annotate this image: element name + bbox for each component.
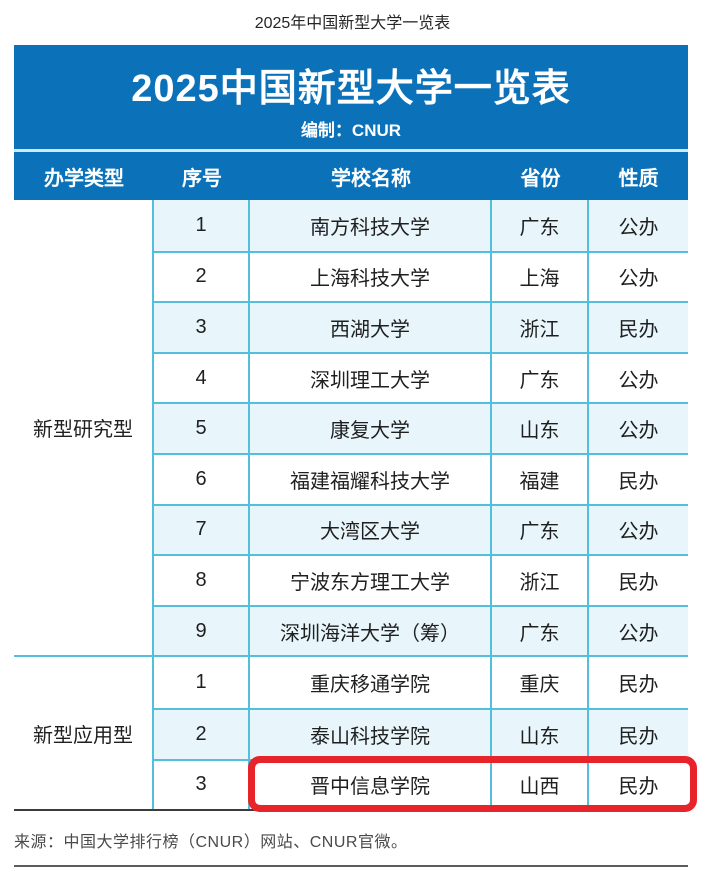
cell-school-name: 重庆移通学院 [250,657,492,708]
cell-seq: 2 [154,709,250,759]
column-header-seq: 序号 [182,167,222,190]
cell-seq: 1 [154,657,250,708]
table-row: 2 上海科技大学 上海 公办 [154,250,688,302]
column-header-province: 省份 [520,167,561,190]
cell-province: 山西 [492,760,589,810]
section-rows: 1 南方科技大学 广东 公办 2 上海科技大学 上海 公办 3 西湖大学 浙江 … [154,200,688,656]
cell-province: 山东 [492,709,589,759]
table-row: 6 福建福耀科技大学 福建 民办 [154,452,688,504]
table-row-highlighted: 3 晋中信息学院 山西 民办 [154,758,688,810]
cell-school-name: 晋中信息学院 [250,760,492,810]
cell-seq: 3 [154,760,250,810]
cell-seq: 7 [154,505,250,555]
cell-nature: 公办 [618,216,659,239]
cell-nature: 公办 [618,420,659,443]
cell-school-name: 泰山科技学院 [250,709,492,759]
cell-province: 重庆 [492,657,589,708]
cell-province: 广东 [492,200,589,251]
table-row: 5 康复大学 山东 公办 [154,402,688,453]
cell-province: 广东 [492,606,589,656]
cell-province: 浙江 [492,303,589,352]
cell-nature: 公办 [618,268,659,291]
section-type-label: 新型研究型 [14,200,154,656]
table-row: 1 南方科技大学 广东 公办 [154,200,688,251]
cell-nature: 公办 [618,622,659,645]
cell-nature: 公办 [618,369,659,392]
cell-school-name: 福建福耀科技大学 [250,454,492,504]
cell-seq: 9 [154,606,250,656]
cell-province: 浙江 [492,556,589,605]
section-research: 新型研究型 1 南方科技大学 广东 公办 2 上海科技大学 上海 公办 3 西湖… [14,200,688,658]
table-banner: 2025中国新型大学一览表 编制：CNUR [14,45,688,152]
cell-seq: 3 [154,303,250,352]
cell-nature: 民办 [618,318,659,341]
cell-province: 福建 [492,454,589,504]
table-row: 3 西湖大学 浙江 民办 [154,301,688,352]
section-type-label: 新型应用型 [14,657,154,810]
table-row: 4 深圳理工大学 广东 公办 [154,351,688,403]
cell-seq: 4 [154,353,250,403]
cell-school-name: 西湖大学 [250,303,492,352]
cell-seq: 2 [154,252,250,302]
cell-seq: 5 [154,404,250,453]
cell-nature: 民办 [618,674,659,697]
cell-province: 广东 [492,353,589,403]
source-note: 来源：中国大学排行榜（CNUR）网站、CNUR官微。 [14,834,408,852]
cell-school-name: 宁波东方理工大学 [250,556,492,605]
section-applied: 新型应用型 1 重庆移通学院 重庆 民办 2 泰山科技学院 山东 民办 3 晋中… [14,657,688,810]
page-bottom-divider [14,865,688,868]
cell-seq: 8 [154,556,250,605]
cell-school-name: 大湾区大学 [250,505,492,555]
cell-school-name: 南方科技大学 [250,200,492,251]
cell-nature: 民办 [618,725,659,748]
cell-nature: 公办 [618,521,659,544]
table-bottom-divider [14,809,688,812]
table-row: 2 泰山科技学院 山东 民办 [154,707,688,759]
cell-nature: 民办 [618,776,659,799]
column-header-nature: 性质 [618,167,659,190]
section-rows: 1 重庆移通学院 重庆 民办 2 泰山科技学院 山东 民办 3 晋中信息学院 山… [154,657,688,810]
table-row: 8 宁波东方理工大学 浙江 民办 [154,554,688,605]
table-row: 1 重庆移通学院 重庆 民办 [154,657,688,708]
column-header-type: 办学类型 [44,167,124,190]
cell-province: 上海 [492,252,589,302]
cell-school-name: 康复大学 [250,404,492,453]
table-row: 7 大湾区大学 广东 公办 [154,503,688,555]
cell-school-name: 上海科技大学 [250,252,492,302]
column-header-name: 学校名称 [331,167,411,190]
banner-subtitle: 编制：CNUR [300,120,402,140]
cell-seq: 6 [154,454,250,504]
cell-school-name: 深圳海洋大学（筹） [250,606,492,656]
cell-nature: 民办 [618,470,659,493]
table-row: 9 深圳海洋大学（筹） 广东 公办 [154,604,688,656]
cell-province: 山东 [492,404,589,453]
cell-school-name: 深圳理工大学 [250,353,492,403]
page-title: 2025年中国新型大学一览表 [254,15,451,32]
table-header-row: 办学类型 序号 学校名称 省份 性质 [14,152,688,200]
banner-title: 2025中国新型大学一览表 [131,68,571,110]
cell-nature: 民办 [618,571,659,594]
table-sheet: 2025中国新型大学一览表 编制：CNUR 办学类型 序号 学校名称 省份 性质… [14,45,688,868]
cell-seq: 1 [154,200,250,251]
cell-province: 广东 [492,505,589,555]
